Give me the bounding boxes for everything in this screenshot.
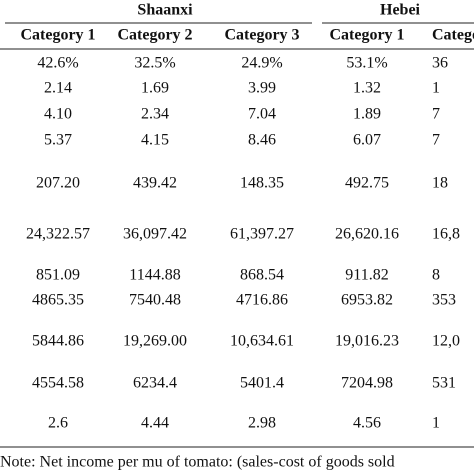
table-cell: 2.98: [248, 415, 276, 432]
table-cell: 4.15: [141, 132, 169, 149]
table-cell: 868.54: [240, 267, 284, 284]
table-cell: 16,8: [432, 226, 460, 243]
table-cell: 12,0: [432, 333, 460, 350]
table-cell: 3.99: [248, 80, 276, 97]
table-cell: 8.46: [248, 132, 276, 149]
table-cell: 439.42: [133, 175, 177, 192]
table-cell: 207.20: [36, 175, 80, 192]
table-cell: 851.09: [36, 267, 80, 284]
table-cell: 2.34: [141, 106, 169, 123]
table-cell: 4.44: [141, 415, 169, 432]
column-header: Category: [432, 27, 474, 44]
table-note: Note: Net income per mu of tomato: (sale…: [0, 454, 395, 471]
table-cell: 18: [432, 175, 448, 192]
table-cell: 26,620.16: [335, 226, 399, 243]
table-cell: 1.89: [353, 106, 381, 123]
table-cell: 19,269.00: [123, 333, 187, 350]
table-cell: 148.35: [240, 175, 284, 192]
group-header: Shaanxi: [137, 2, 193, 19]
table-cell: 36,097.42: [123, 226, 187, 243]
table-cell: 7540.48: [129, 292, 181, 309]
table-cell: 6234.4: [133, 375, 177, 392]
table-cell: 5844.86: [32, 333, 84, 350]
table-cell: 61,397.27: [230, 226, 294, 243]
table-cell: 7204.98: [341, 375, 393, 392]
table-cell: 5401.4: [240, 375, 284, 392]
table-cell: 2.14: [44, 80, 72, 97]
column-header: Category 1: [329, 27, 404, 44]
table-cell: 7: [432, 132, 440, 149]
table-cell: 42.6%: [37, 55, 78, 72]
table-cell: 5.37: [44, 132, 72, 149]
table-cell: 2.6: [48, 415, 68, 432]
table-cell: 4.10: [44, 106, 72, 123]
table-cell: 19,016.23: [335, 333, 399, 350]
table-cell: 1: [432, 80, 440, 97]
table-cell: 53.1%: [346, 55, 387, 72]
table-cell: 24,322.57: [26, 226, 90, 243]
table-cell: 7.04: [248, 106, 276, 123]
table-cell: 492.75: [345, 175, 389, 192]
group-header: Hebei: [380, 2, 421, 19]
table-cell: 24.9%: [241, 55, 282, 72]
table-cell: 531: [432, 375, 456, 392]
table-cell: 4.56: [353, 415, 381, 432]
table-cell: 4716.86: [236, 292, 288, 309]
table-cell: 1: [432, 415, 440, 432]
table-cell: 36: [432, 55, 448, 72]
table-cell: 1144.88: [129, 267, 180, 284]
column-header: Category 1: [20, 27, 95, 44]
table-cell: 1.32: [353, 80, 381, 97]
table-cell: 4865.35: [32, 292, 84, 309]
table-cell: 10,634.61: [230, 333, 294, 350]
table-cell: 6.07: [353, 132, 381, 149]
table-cell: 1.69: [141, 80, 169, 97]
table-cell: 4554.58: [32, 375, 84, 392]
column-header: Category 3: [224, 27, 299, 44]
table-cell: 8: [432, 267, 440, 284]
table-cell: 32.5%: [134, 55, 175, 72]
table-cell: 7: [432, 106, 440, 123]
table-cell: 6953.82: [341, 292, 393, 309]
column-header: Category 2: [117, 27, 192, 44]
table-cell: 911.82: [345, 267, 388, 284]
table-cell: 353: [432, 292, 456, 309]
